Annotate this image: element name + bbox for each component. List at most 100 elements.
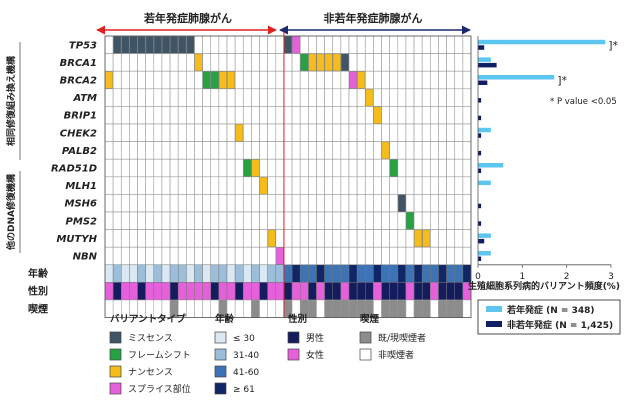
grid-cell: [242, 194, 252, 213]
grid-cell: [218, 88, 228, 107]
grid-cell: [389, 211, 399, 230]
grid-cell: [324, 88, 334, 107]
age-cell: [446, 264, 455, 283]
grid-cell: [364, 53, 374, 72]
grid-cell: [421, 35, 431, 54]
sex-cell: [234, 282, 244, 301]
legend-label-splice: スプライス部位: [128, 383, 191, 395]
grid-cell: [373, 229, 382, 248]
grid-cell: [438, 88, 447, 107]
grid-cell: [438, 53, 447, 72]
age-cell: [210, 264, 220, 283]
grid-cell: [462, 246, 472, 266]
gene-label-brca1: BRCA1: [60, 58, 97, 69]
grid-cell: [251, 229, 260, 248]
grid-cell: [194, 123, 203, 142]
mutation-missense-tp53: [153, 36, 162, 54]
sex-cell: [145, 282, 155, 301]
grid-cell: [405, 176, 415, 195]
gene-label-palb2: PALB2: [62, 146, 97, 157]
grid-cell: [112, 229, 122, 248]
grid-cell: [389, 229, 399, 248]
grid-cell: [218, 53, 228, 72]
group-labels: 相同修復組み換え機構 他のDNA修復機構: [5, 42, 21, 253]
smoking-cell: [332, 299, 342, 318]
grid-cell: [454, 88, 464, 107]
grid-cell: [226, 123, 236, 142]
grid-cell: [421, 246, 431, 266]
clinical-label-0: 年齢: [28, 267, 49, 280]
grid-cell: [202, 229, 212, 248]
grid-cell: [364, 194, 374, 213]
sex-cell: [421, 282, 431, 301]
grid-cell: [242, 35, 252, 54]
grid-cell: [413, 70, 423, 90]
legend-label-age_ge61: ≥ 61: [233, 385, 255, 395]
sex-cell: [299, 282, 309, 301]
grid-cell: [348, 211, 358, 230]
gene-label-brip1: BRIP1: [64, 111, 97, 122]
smoking-cell: [348, 299, 358, 318]
grid-cell: [373, 53, 382, 72]
oncoprint-grid: [104, 32, 472, 319]
grid-cell: [364, 176, 374, 195]
grid-cell: [145, 53, 155, 72]
sex-cell: [161, 282, 171, 301]
sex-cell: [454, 282, 464, 301]
grid-cell: [454, 70, 464, 90]
grid-cell: [259, 158, 268, 178]
sex-cell: [430, 282, 439, 301]
grid-cell: [364, 158, 374, 178]
grid-cell: [324, 176, 334, 195]
sex-cell: [137, 282, 146, 301]
grid-cell: [104, 194, 114, 213]
grid-cell: [340, 88, 350, 107]
grid-cell: [234, 53, 244, 72]
grid-cell: [161, 229, 171, 248]
grid-cell: [316, 88, 325, 107]
smoking-cell: [186, 299, 195, 318]
grid-cell: [145, 246, 155, 266]
mutation-nonsense-brca1: [316, 53, 325, 72]
bar-x-tick-label: 2: [564, 272, 570, 282]
legend-swatch-male: [287, 331, 300, 344]
legend-swatch-age_ge61: [214, 382, 227, 395]
age-cell: [104, 264, 114, 283]
grid-cell: [194, 229, 203, 248]
sex-cell: [153, 282, 163, 301]
age-cell: [129, 264, 138, 283]
grid-cell: [169, 211, 179, 230]
legend-label-age_41_60: 41-60: [233, 368, 259, 378]
age-cell: [308, 264, 317, 283]
grid-cell: [218, 158, 228, 178]
grid-cell: [161, 70, 171, 90]
smoking-cell: [413, 299, 423, 318]
sex-cell: [291, 282, 301, 301]
grid-cell: [275, 158, 285, 178]
bar-young-mlh1: [478, 180, 491, 186]
grid-cell: [324, 194, 334, 213]
grid-cell: [324, 70, 334, 90]
grid-cell: [462, 176, 472, 195]
grid-cell: [446, 141, 456, 160]
grid-cell: [454, 194, 464, 213]
grid-cell: [283, 194, 293, 213]
bar-x-axis-label: 生殖細胞系列病的バリアント頻度(%): [468, 280, 620, 292]
grid-cell: [242, 211, 252, 230]
sex-cell: [186, 282, 195, 301]
sex-cell: [104, 282, 114, 301]
grid-cell: [153, 176, 163, 195]
grid-cell: [129, 123, 138, 142]
grid-cell: [291, 211, 301, 230]
grid-cell: [218, 246, 228, 266]
bar-young-chek2: [478, 127, 491, 133]
grid-cell: [242, 88, 252, 107]
mutation-missense-tp53: [129, 36, 138, 54]
grid-cell: [218, 211, 228, 230]
grid-cell: [267, 246, 277, 266]
grid-cell: [194, 141, 203, 160]
legend-label-male: 男性: [306, 332, 324, 344]
grid-cell: [120, 141, 130, 160]
smoking-cell: [389, 299, 399, 318]
grid-cell: [348, 194, 358, 213]
